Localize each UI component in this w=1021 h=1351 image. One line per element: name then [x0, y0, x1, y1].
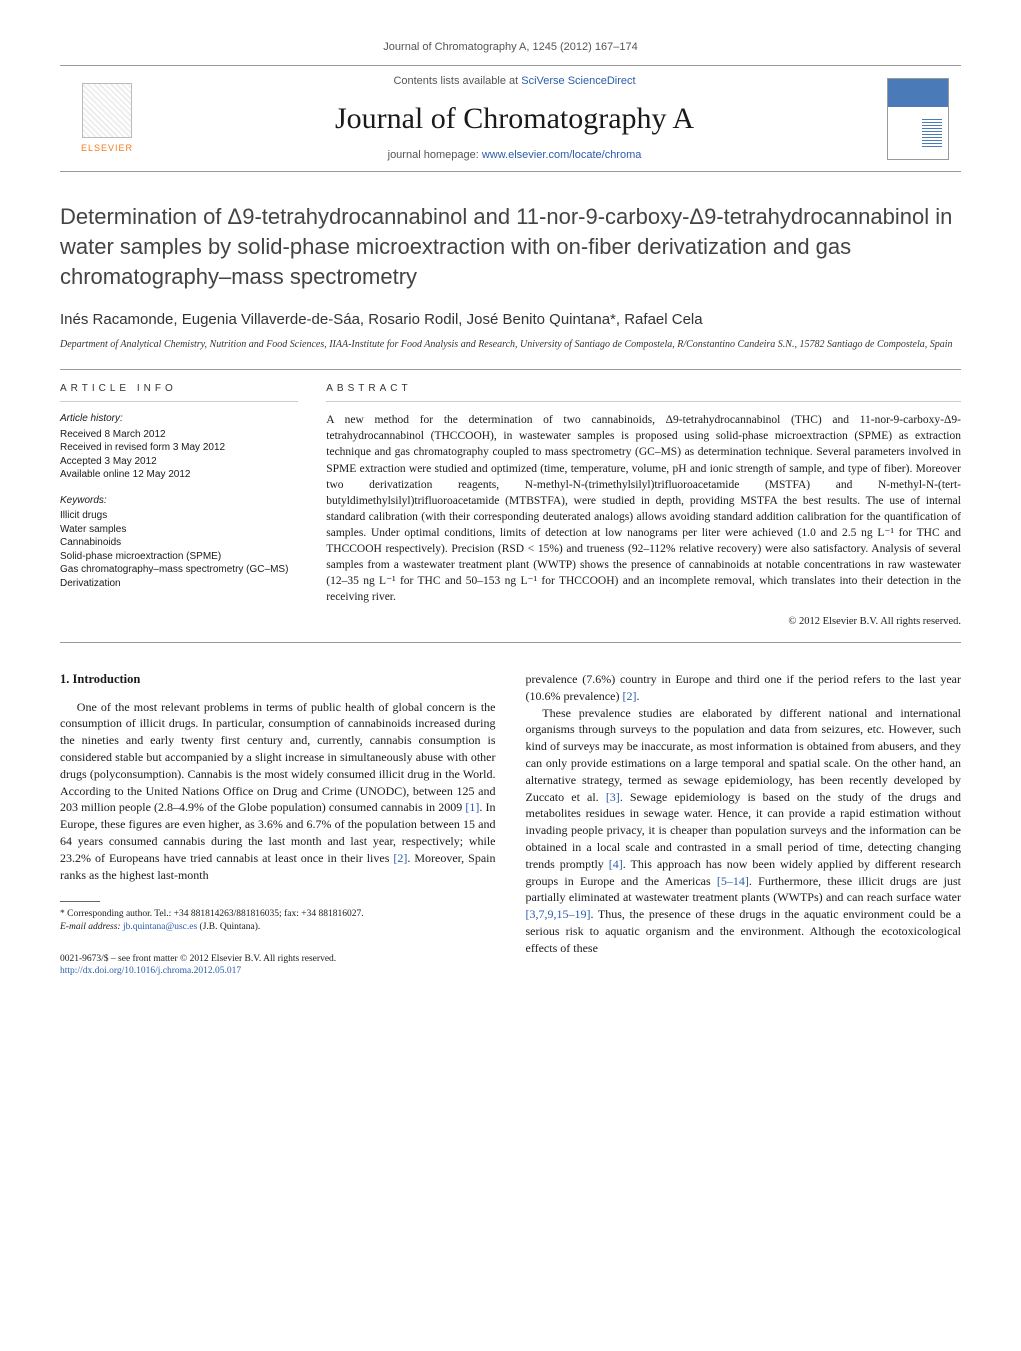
- left-column: 1. Introduction One of the most relevant…: [60, 671, 496, 978]
- history-label: Article history:: [60, 412, 298, 426]
- issn-copyright-line: 0021-9673/$ – see front matter © 2012 El…: [60, 953, 496, 965]
- corresponding-author-footnote: * Corresponding author. Tel.: +34 881814…: [60, 908, 496, 933]
- accepted-date: Accepted 3 May 2012: [60, 455, 298, 469]
- contents-prefix: Contents lists available at: [393, 75, 521, 87]
- abstract-text: A new method for the determination of tw…: [326, 412, 961, 605]
- intro-paragraph-1-cont: prevalence (7.6%) country in Europe and …: [526, 671, 962, 705]
- elsevier-wordmark: ELSEVIER: [81, 142, 133, 155]
- article-info-column: ARTICLE INFO Article history: Received 8…: [60, 370, 312, 642]
- citation-link[interactable]: [4]: [609, 857, 623, 871]
- citation-link[interactable]: [3,7,9,15–19]: [526, 907, 591, 921]
- abstract-copyright: © 2012 Elsevier B.V. All rights reserved…: [326, 615, 961, 630]
- masthead: ELSEVIER Contents lists available at Sci…: [60, 65, 961, 172]
- homepage-prefix: journal homepage:: [388, 149, 482, 161]
- keyword: Water samples: [60, 523, 298, 537]
- section-1-heading: 1. Introduction: [60, 671, 496, 689]
- running-head: Journal of Chromatography A, 1245 (2012)…: [60, 40, 961, 55]
- keyword: Gas chromatography–mass spectrometry (GC…: [60, 563, 298, 577]
- doi-link[interactable]: http://dx.doi.org/10.1016/j.chroma.2012.…: [60, 966, 241, 976]
- citation-link[interactable]: [1]: [465, 800, 479, 814]
- keyword: Solid-phase microextraction (SPME): [60, 550, 298, 564]
- article-info-heading: ARTICLE INFO: [60, 382, 298, 402]
- corresponding-email-link[interactable]: jb.quintana@usc.es: [123, 922, 197, 932]
- online-date: Available online 12 May 2012: [60, 468, 298, 482]
- masthead-center: Contents lists available at SciVerse Sci…: [142, 74, 887, 163]
- journal-cover-thumbnail: [887, 78, 949, 160]
- email-label: E-mail address:: [60, 922, 123, 932]
- citation-link[interactable]: [5–14]: [717, 874, 749, 888]
- keywords-block: Keywords: Illicit drugs Water samples Ca…: [60, 494, 298, 591]
- journal-homepage-line: journal homepage: www.elsevier.com/locat…: [142, 148, 887, 163]
- intro-paragraph-2: These prevalence studies are elaborated …: [526, 705, 962, 957]
- info-abstract-row: ARTICLE INFO Article history: Received 8…: [60, 369, 961, 643]
- abstract-heading: ABSTRACT: [326, 382, 961, 402]
- abstract-column: ABSTRACT A new method for the determinat…: [312, 370, 961, 642]
- article-history: Article history: Received 8 March 2012 R…: [60, 412, 298, 482]
- elsevier-logo: ELSEVIER: [72, 79, 142, 159]
- intro-paragraph-1: One of the most relevant problems in ter…: [60, 699, 496, 884]
- citation-link[interactable]: [2]: [622, 689, 636, 703]
- body-two-columns: 1. Introduction One of the most relevant…: [60, 671, 961, 978]
- citation-link[interactable]: [3]: [606, 790, 620, 804]
- keyword: Cannabinoids: [60, 536, 298, 550]
- citation-link[interactable]: [2]: [393, 851, 407, 865]
- sciencedirect-link[interactable]: SciVerse ScienceDirect: [521, 75, 635, 87]
- keywords-label: Keywords:: [60, 494, 298, 508]
- journal-name: Journal of Chromatography A: [142, 98, 887, 140]
- keyword: Illicit drugs: [60, 509, 298, 523]
- elsevier-tree-icon: [82, 83, 132, 138]
- footnote-separator: [60, 901, 100, 902]
- page-container: Journal of Chromatography A, 1245 (2012)…: [0, 0, 1021, 1018]
- affiliation: Department of Analytical Chemistry, Nutr…: [60, 338, 961, 351]
- received-date: Received 8 March 2012: [60, 428, 298, 442]
- keyword: Derivatization: [60, 577, 298, 591]
- revised-date: Received in revised form 3 May 2012: [60, 441, 298, 455]
- contents-available-line: Contents lists available at SciVerse Sci…: [142, 74, 887, 89]
- page-footer: 0021-9673/$ – see front matter © 2012 El…: [60, 953, 496, 978]
- right-column: prevalence (7.6%) country in Europe and …: [526, 671, 962, 978]
- article-title: Determination of Δ9-tetrahydrocannabinol…: [60, 202, 961, 291]
- journal-homepage-link[interactable]: www.elsevier.com/locate/chroma: [482, 149, 642, 161]
- authors-line: Inés Racamonde, Eugenia Villaverde-de-Sá…: [60, 309, 961, 330]
